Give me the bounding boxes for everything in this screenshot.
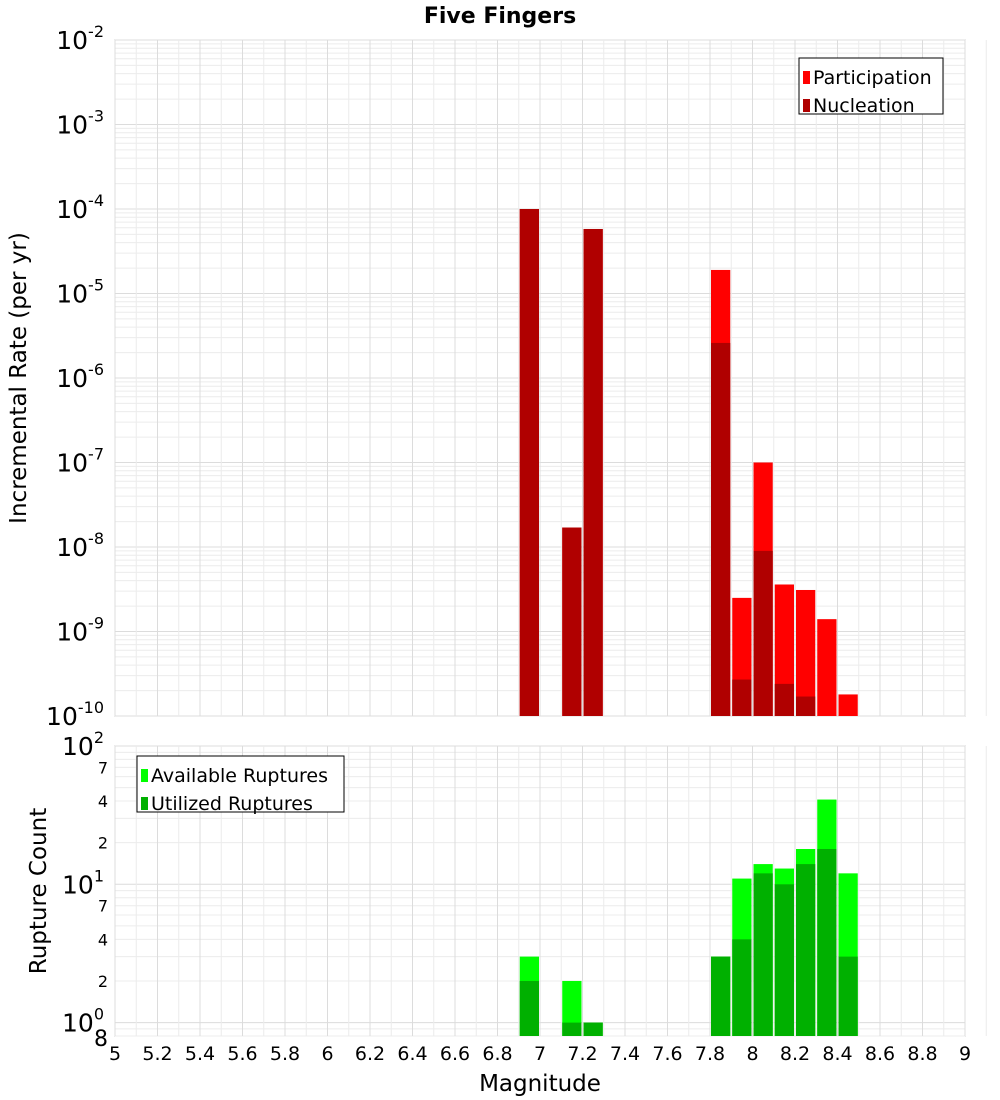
bar bbox=[838, 956, 858, 1036]
bar bbox=[774, 584, 794, 716]
y-tick-label: 8 bbox=[94, 1027, 108, 1052]
bar bbox=[774, 884, 794, 1036]
legend: Participation Nucleation bbox=[798, 57, 944, 117]
bar bbox=[519, 209, 539, 716]
bar bbox=[796, 864, 816, 1036]
y-tick-label: 10-3 bbox=[56, 107, 104, 140]
legend-label: Utilized Ruptures bbox=[151, 793, 313, 815]
y-tick-label: 10-10 bbox=[46, 698, 104, 731]
bar bbox=[753, 550, 773, 716]
legend-swatch bbox=[803, 99, 810, 112]
y-tick-label: 7 bbox=[98, 758, 108, 777]
x-tick-label: 5.6 bbox=[227, 1043, 257, 1065]
bar bbox=[732, 679, 752, 716]
legend-label: Participation bbox=[813, 67, 932, 89]
x-tick-label: 8.8 bbox=[907, 1043, 937, 1065]
x-tick-label: 7.4 bbox=[610, 1043, 640, 1065]
x-tick-label: 6.2 bbox=[355, 1043, 385, 1065]
x-tick-label: 7.8 bbox=[695, 1043, 725, 1065]
bar bbox=[562, 980, 582, 1036]
legend: Available Ruptures Utilized Ruptures bbox=[136, 755, 345, 815]
y-tick-label: 10-9 bbox=[56, 614, 104, 647]
bar bbox=[711, 342, 731, 716]
x-tick-label: 6.6 bbox=[440, 1043, 470, 1065]
y-tick-label: 10-6 bbox=[56, 360, 104, 393]
x-tick-label: 6 bbox=[321, 1043, 333, 1065]
y-tick-labels: 10-10 10-9 10-8 10-7 10-6 10-5 10-4 10-3 10-2 bbox=[46, 22, 104, 731]
y-tick-label: 10-7 bbox=[56, 445, 104, 478]
bar bbox=[774, 683, 794, 716]
legend-box bbox=[136, 755, 345, 813]
plot-panels: 10-10 10-9 10-8 10-7 10-6 10-5 10-4 10-3 10-2 Par… bbox=[46, 22, 987, 1065]
y-tick-label: 10-8 bbox=[56, 529, 104, 562]
legend-swatch bbox=[141, 797, 148, 810]
y-tick-label: 102 bbox=[62, 728, 104, 761]
bar bbox=[562, 527, 582, 716]
x-tick-label: 5 bbox=[109, 1043, 121, 1065]
legend-label: Nucleation bbox=[813, 95, 915, 117]
y-axis-title-top: Incremental Rate (per yr) bbox=[6, 232, 32, 524]
chart-title: Five Fingers bbox=[424, 4, 576, 29]
bar bbox=[796, 696, 816, 716]
x-tick-label: 6.4 bbox=[397, 1043, 427, 1065]
bar bbox=[583, 228, 603, 716]
y-tick-label: 7 bbox=[98, 897, 108, 916]
y-tick-label: 10-5 bbox=[56, 276, 104, 309]
bar bbox=[711, 956, 731, 1036]
x-tick-label: 5.4 bbox=[185, 1043, 215, 1065]
y-tick-label: 10-2 bbox=[56, 22, 104, 55]
bar bbox=[838, 694, 858, 716]
x-axis-title: Magnitude bbox=[479, 1071, 601, 1097]
y-axis-title-bottom: Rupture Count bbox=[26, 808, 52, 974]
series-utilized-ruptures bbox=[519, 848, 858, 1036]
legend-box bbox=[798, 57, 944, 115]
y-tick-label: 4 bbox=[98, 792, 108, 811]
bar bbox=[753, 873, 773, 1036]
y-tick-label: 2 bbox=[98, 972, 108, 991]
y-tick-label: 2 bbox=[98, 834, 108, 853]
x-tick-label: 8.4 bbox=[822, 1043, 852, 1065]
x-tick-labels: 5 5.2 5.4 5.6 5.8 6 6.2 6.4 6.6 6.8 7 7.2 7.4 7.6 7.8 8… bbox=[109, 1043, 971, 1065]
x-tick-label: 5.2 bbox=[142, 1043, 172, 1065]
x-tick-label: 5.8 bbox=[270, 1043, 300, 1065]
bar bbox=[583, 1022, 603, 1036]
legend-swatch bbox=[803, 71, 810, 84]
x-tick-label: 8.6 bbox=[865, 1043, 895, 1065]
x-tick-label: 8.2 bbox=[780, 1043, 810, 1065]
bar bbox=[519, 980, 539, 1036]
x-tick-label: 7 bbox=[534, 1043, 546, 1065]
x-tick-label: 6.8 bbox=[482, 1043, 512, 1065]
y-tick-label: 100 bbox=[62, 1005, 104, 1038]
bar bbox=[562, 1022, 582, 1036]
legend-swatch bbox=[141, 769, 148, 782]
x-tick-label: 7.2 bbox=[567, 1043, 597, 1065]
legend-label: Available Ruptures bbox=[151, 765, 328, 787]
x-tick-label: 8 bbox=[746, 1043, 758, 1065]
panel-1: 10-10 10-9 10-8 10-7 10-6 10-5 10-4 10-3 10-2 Par… bbox=[46, 22, 987, 731]
bar bbox=[817, 848, 837, 1036]
y-tick-label: 4 bbox=[98, 930, 108, 949]
x-tick-label: 9 bbox=[959, 1043, 971, 1065]
series-nucleation bbox=[519, 209, 816, 716]
bar bbox=[817, 619, 837, 716]
y-tick-label: 10-4 bbox=[56, 191, 104, 224]
y-tick-label: 101 bbox=[62, 866, 104, 899]
x-tick-label: 7.6 bbox=[652, 1043, 682, 1065]
bar bbox=[732, 939, 752, 1036]
bar bbox=[796, 589, 816, 716]
